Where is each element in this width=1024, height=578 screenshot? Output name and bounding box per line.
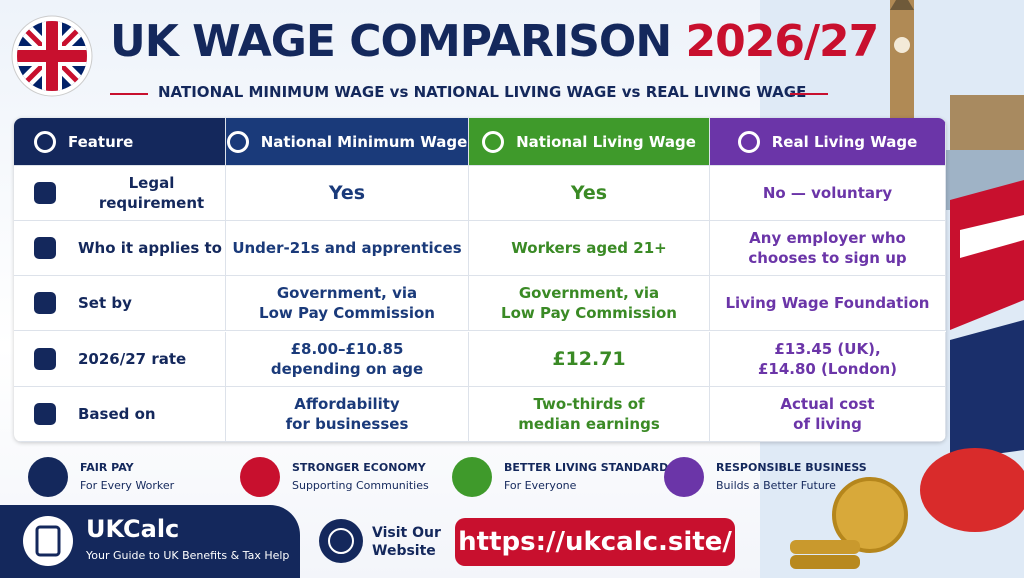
badge-text: For Every Worker — [80, 479, 175, 492]
badge-icon — [452, 457, 492, 497]
value-line: for businesses — [285, 414, 409, 433]
backdrop — [760, 0, 1024, 578]
title: UK WAGE COMPARISON 2026/27 — [110, 16, 879, 67]
feature-cell: Based on — [14, 386, 226, 442]
badge: FAIR PAY For Every Worker — [14, 452, 214, 502]
value-line: Affordability — [294, 394, 400, 413]
badge-text: Builds a Better Future — [716, 479, 836, 492]
value-line: median earnings — [518, 414, 660, 433]
globe-icon — [319, 519, 363, 563]
badge: STRONGER ECONOMY Supporting Communities — [226, 452, 429, 502]
subtitle: NATIONAL MINIMUM WAGE vs NATIONAL LIVING… — [158, 83, 807, 101]
value-line: Two-thirds of — [533, 394, 645, 413]
comparison-table: Feature National Minimum Wage National Liv… — [14, 118, 946, 442]
badge-icon — [240, 457, 280, 497]
value-cell: No — voluntary — [710, 166, 946, 221]
header-icon — [737, 130, 760, 153]
rule — [110, 93, 148, 95]
value-line: Government, via — [276, 284, 418, 303]
value-cell: Any employer who chooses to sign up — [710, 221, 946, 277]
feature-icon — [34, 182, 56, 204]
feature-icon — [34, 402, 56, 425]
value-cell: £12.71 — [469, 331, 710, 387]
badge-title: BETTER LIVING STANDARDS — [504, 461, 677, 474]
badge-text: Supporting Communities — [292, 479, 429, 492]
value-line: £12.71 — [552, 347, 626, 370]
badge-title: STRONGER ECONOMY — [292, 461, 426, 474]
feature-icon — [34, 292, 56, 315]
value-cell: Yes — [469, 166, 710, 221]
value-cell: Actual cost of living — [710, 386, 946, 442]
value-line: Living Wage Foundation — [725, 294, 930, 313]
value-line: Under-21s and apprentices — [232, 239, 462, 258]
value-line: depending on age — [270, 359, 424, 378]
value-line: £8.00–£10.85 — [290, 339, 404, 358]
rule — [790, 93, 828, 95]
column-header: Feature — [14, 118, 226, 166]
calculator-icon — [23, 516, 73, 566]
uk-flag-badge — [11, 15, 93, 97]
value-cell: Yes — [226, 166, 469, 221]
feature-cell: 2026/27 rate — [14, 331, 226, 387]
title-year: 2026/27 — [685, 16, 879, 67]
column-header: Real Living Wage — [710, 118, 946, 166]
value-line: Low Pay Commission — [501, 304, 677, 323]
value-line: Actual cost — [780, 394, 875, 413]
feature-text: Set by — [78, 294, 132, 313]
value-cell: Two-thirds of median earnings — [469, 386, 710, 442]
value-line: Government, via — [518, 284, 660, 303]
feature-icon — [34, 237, 56, 260]
column-header: National Minimum Wage — [226, 118, 469, 166]
header-text: Real Living Wage — [771, 132, 918, 151]
website-link[interactable]: https://ukcalc.site/ — [455, 518, 735, 566]
badge-title: FAIR PAY — [80, 461, 134, 474]
badge-icon — [28, 457, 68, 497]
badge-icon — [664, 457, 704, 497]
header-text: Feature — [68, 132, 134, 151]
column-header: National Living Wage — [469, 118, 710, 166]
value-cell: Workers aged 21+ — [469, 221, 710, 277]
badge-text: For Everyone — [504, 479, 577, 492]
visit-label: Visit Our Website — [372, 525, 441, 559]
brand: UKCalc — [86, 515, 180, 543]
value-cell: £13.45 (UK), £14.80 (London) — [710, 331, 946, 387]
value-line: £13.45 (UK), — [774, 339, 881, 358]
feature-text: Legal requirement — [98, 174, 205, 212]
badge-title: RESPONSIBLE BUSINESS — [716, 461, 867, 474]
value-cell: £8.00–£10.85 depending on age — [226, 331, 469, 387]
badge: RESPONSIBLE BUSINESS Builds a Better Futu… — [650, 452, 867, 502]
header-text: National Minimum Wage — [260, 132, 468, 151]
brand-panel: UKCalc Your Guide to UK Benefits & Tax H… — [0, 505, 300, 578]
feature-cell: Set by — [14, 276, 226, 332]
badges: FAIR PAY For Every Worker STRONGER ECONOMY… — [14, 452, 894, 502]
feature-cell: Who it applies to — [14, 221, 226, 277]
value-line: of living — [793, 414, 862, 433]
value-line: Any employer who — [749, 229, 906, 248]
feature-cell: Legal requirement — [14, 166, 226, 221]
value-line: Yes — [328, 182, 366, 204]
value-cell: Affordability for businesses — [226, 386, 469, 442]
feature-text: Based on — [78, 404, 156, 423]
header-icon — [482, 130, 505, 153]
value-cell: Government, via Low Pay Commission — [469, 276, 710, 332]
badge: BETTER LIVING STANDARDS For Everyone — [438, 452, 676, 502]
value-line: No — voluntary — [762, 184, 893, 202]
header-icon — [34, 130, 56, 153]
value-cell: Government, via Low Pay Commission — [226, 276, 469, 332]
header-text: National Living Wage — [516, 132, 696, 151]
value-line: chooses to sign up — [748, 249, 907, 268]
feature-text: Who it applies to — [78, 239, 222, 258]
value-line: Yes — [570, 182, 608, 204]
title-main: UK WAGE COMPARISON — [110, 16, 672, 67]
value-line: Low Pay Commission — [259, 304, 435, 323]
feature-text: 2026/27 rate — [78, 349, 187, 368]
feature-icon — [34, 347, 56, 370]
value-cell: Under-21s and apprentices — [226, 221, 469, 277]
value-line: Workers aged 21+ — [511, 239, 667, 258]
tagline: Your Guide to UK Benefits & Tax Help — [86, 549, 290, 562]
value-cell: Living Wage Foundation — [710, 276, 946, 332]
header-icon — [226, 130, 249, 153]
value-line: £14.80 (London) — [757, 359, 898, 378]
